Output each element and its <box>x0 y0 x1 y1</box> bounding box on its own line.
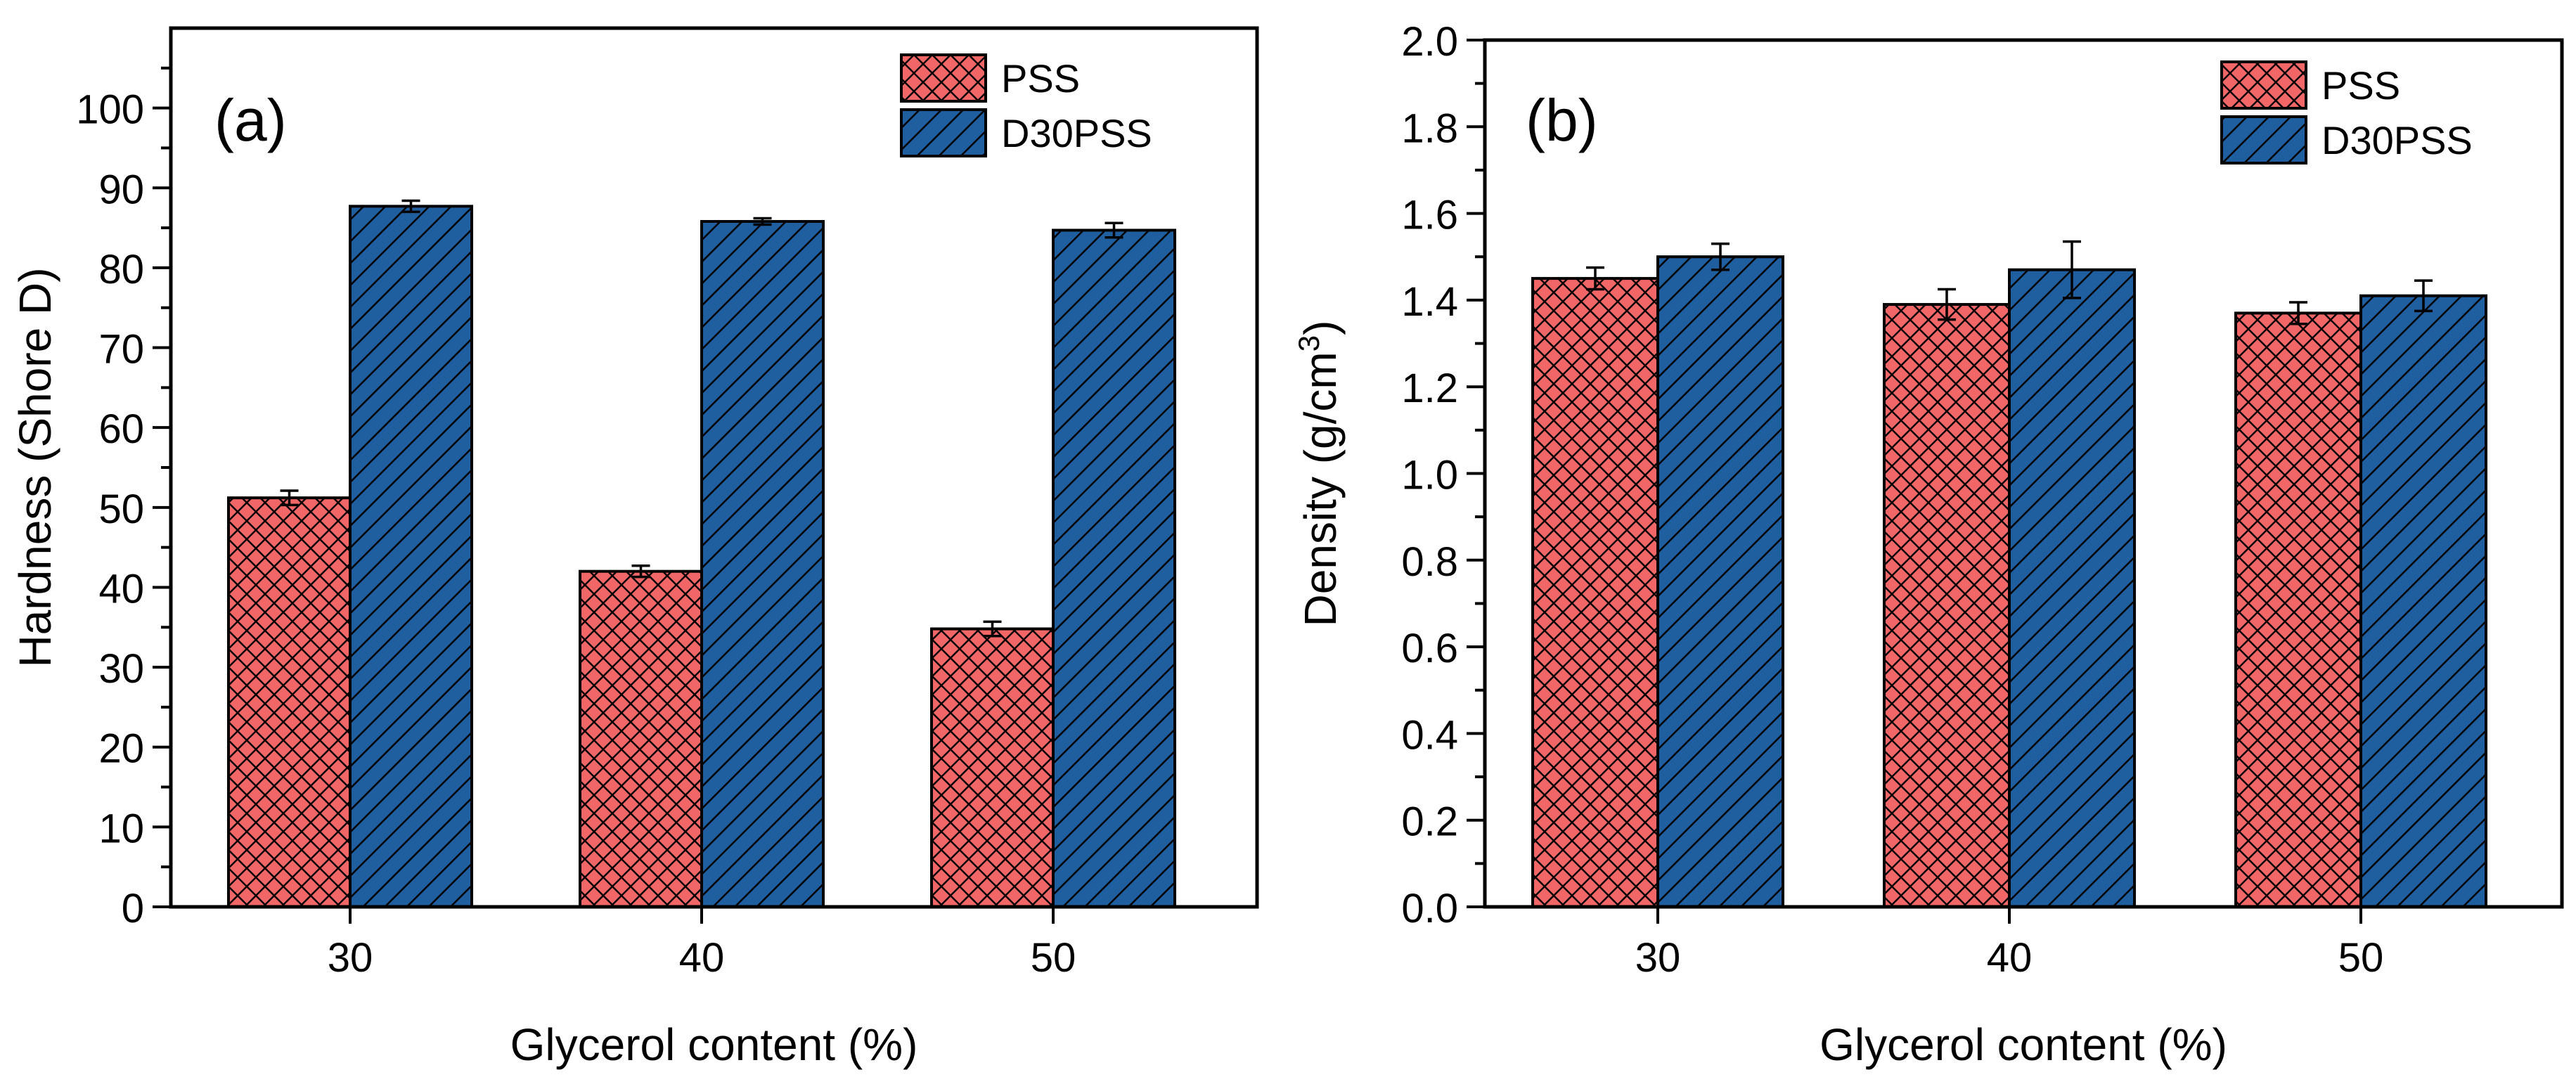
bar-pss-50 <box>2234 311 2362 908</box>
panel-label: (a) <box>214 87 287 153</box>
x-tick-label: 30 <box>1635 935 1681 981</box>
y-axis-label-sup: 3 <box>1292 335 1325 351</box>
y-tick-label: 0.4 <box>1401 712 1458 758</box>
bar-d30pss-30 <box>1656 255 1784 908</box>
bar-pss-40 <box>579 569 703 909</box>
legend-label-d30pss: D30PSS <box>2321 118 2473 162</box>
legend-swatch-d30pss <box>2220 115 2307 164</box>
y-tick-label: 0.0 <box>1401 886 1458 931</box>
y-tick-label: 40 <box>98 566 144 612</box>
legend-label-pss: PSS <box>2321 63 2400 108</box>
y-axis-label-main: Density (g/cm <box>1295 351 1346 626</box>
x-axis-label: Glycerol content (%) <box>510 1019 918 1070</box>
legend: PSS D30PSS <box>900 53 1152 157</box>
bar-pss-30 <box>1531 277 1659 908</box>
legend-label-d30pss: D30PSS <box>1001 111 1152 155</box>
y-tick-label: 80 <box>98 247 144 292</box>
legend: PSS D30PSS <box>2220 60 2473 164</box>
legend-swatch-pss <box>2220 60 2307 110</box>
x-tick-label: 30 <box>328 935 373 981</box>
y-tick-label: 2.0 <box>1401 19 1458 65</box>
y-tick-label: 50 <box>98 486 144 532</box>
panel-label: (b) <box>1526 87 1598 153</box>
y-tick-label: 1.4 <box>1401 279 1458 325</box>
y-tick-label: 1.6 <box>1401 193 1458 238</box>
bar-pss-40 <box>1883 303 2011 908</box>
plot-frame <box>169 26 1259 909</box>
x-tick-label: 50 <box>1031 935 1076 981</box>
x-tick-label: 50 <box>2338 935 2384 981</box>
y-tick-label: 1.0 <box>1401 453 1458 498</box>
bar-d30pss-50 <box>2359 294 2487 908</box>
y-tick-label: 90 <box>98 167 144 212</box>
legend-swatch-pss <box>900 53 987 103</box>
y-tick-label: 1.8 <box>1401 105 1458 151</box>
bar-pss-30 <box>227 496 352 908</box>
legend-swatch-d30pss <box>900 108 987 157</box>
y-tick-label: 0.6 <box>1401 626 1458 671</box>
y-tick-label: 0.2 <box>1401 799 1458 845</box>
x-tick-label: 40 <box>679 935 725 981</box>
x-tick-label: 40 <box>1987 935 2033 981</box>
bar-d30pss-50 <box>1052 228 1176 908</box>
plot-frame <box>1483 38 2564 909</box>
y-axis-label-end: ) <box>1295 321 1346 335</box>
y-tick-label: 0 <box>122 886 144 931</box>
y-tick-label: 30 <box>98 646 144 692</box>
bar-d30pss-40 <box>700 220 825 908</box>
density-chart-panel: 0.00.20.40.60.81.01.21.41.61.82.030 40 50 … <box>1292 19 2564 1070</box>
y-axis-label: Density (g/cm3) <box>1292 321 1346 627</box>
bar-d30pss-30 <box>349 205 473 908</box>
hardness-chart-panel: 0 10 20 30 40 50 60 70 80 90 100 30 40 50 (a) PSS D30… <box>10 26 1259 1070</box>
y-tick-label: 100 <box>76 87 144 133</box>
y-tick-label: 0.8 <box>1401 539 1458 585</box>
legend-label-pss: PSS <box>1001 56 1080 101</box>
bar-pss-50 <box>930 627 1055 909</box>
x-axis-label: Glycerol content (%) <box>1820 1019 2227 1070</box>
y-axis-label: Hardness (Shore D) <box>10 267 60 667</box>
y-tick-label: 70 <box>98 327 144 373</box>
y-tick-label: 20 <box>98 726 144 772</box>
y-tick-label: 1.2 <box>1401 366 1458 411</box>
y-tick-label: 60 <box>98 406 144 452</box>
y-tick-label: 10 <box>98 806 144 851</box>
bar-d30pss-40 <box>2008 268 2136 908</box>
